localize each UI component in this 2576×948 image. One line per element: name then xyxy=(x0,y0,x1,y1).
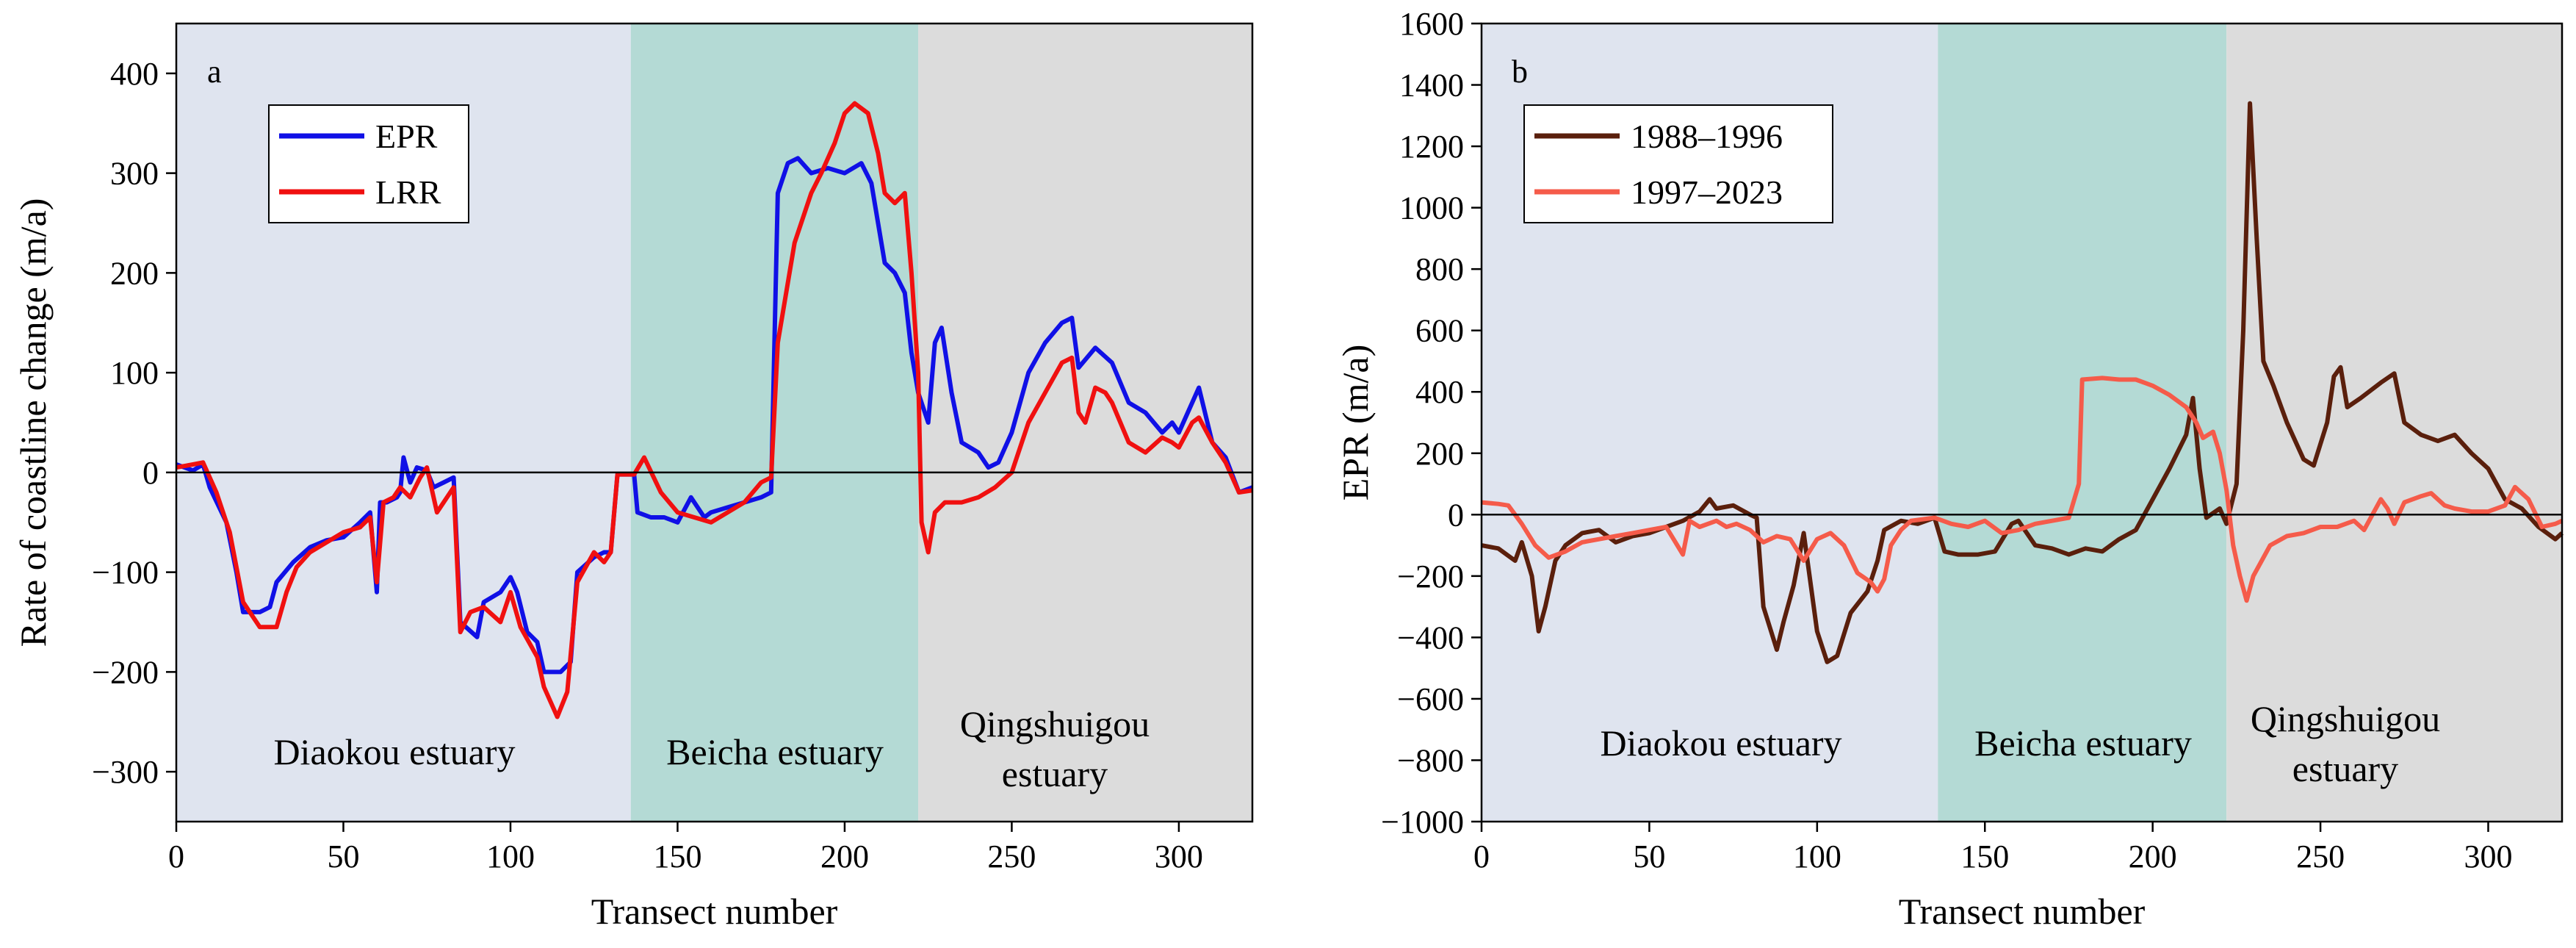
panel-b-region-label-3: estuary xyxy=(2292,748,2398,789)
panel-a-y-tick-label: −100 xyxy=(92,555,159,591)
panel-a-y-tick-label: 100 xyxy=(110,355,159,391)
panel-b-y-tick-label: −600 xyxy=(1397,681,1464,717)
panel-a-label: a xyxy=(207,54,222,90)
panel-b-y-tick-label: −1000 xyxy=(1381,804,1464,840)
panel-b-y-tick-label: −800 xyxy=(1397,742,1464,778)
panel-b-region-label-1: Diaokou estuary xyxy=(1600,722,1841,764)
panel-a-y-tick-label: −300 xyxy=(92,754,159,790)
panel-b-y-tick-label: 600 xyxy=(1415,313,1464,349)
panel-a-series-lines xyxy=(175,101,1254,719)
panel-b-x-tick-label: 50 xyxy=(1633,839,1665,875)
panel-b-y-tick-label: 0 xyxy=(1448,497,1464,533)
panel-b-ticks: 0 50 100 150 200 250 300 −1000 −800 −600 −400 −200 0… xyxy=(1381,6,2512,875)
panel-b-y-tick-label: −200 xyxy=(1397,559,1464,595)
panel-a-y-tick-label: −200 xyxy=(92,654,159,690)
panel-b-series-lines xyxy=(1481,101,2564,664)
panel-a-region-labels: Diaokou estuary Beicha estuary Qingshuigou… xyxy=(273,703,1150,794)
panel-b-x-tick-label: 100 xyxy=(1793,839,1841,875)
panel-a-x-tick-label: 50 xyxy=(327,839,359,875)
panel-b-y-tick-label: 1200 xyxy=(1399,129,1464,165)
panel-b-y-tick-label: 200 xyxy=(1415,436,1464,472)
panel-a-legend: EPR LRR xyxy=(268,104,469,223)
panel-b-region-band-3 xyxy=(2226,24,2562,822)
panel-a-series-line-2 xyxy=(176,101,1253,719)
panel-a-region-label-1: Diaokou estuary xyxy=(273,731,515,772)
panel-a-axes xyxy=(175,22,1254,823)
panel-b-y-axis-title: EPR (m/a) xyxy=(1335,345,1376,500)
panel-a-x-tick-label: 100 xyxy=(486,839,535,875)
panel-b-legend: 1988–1996 1997–2023 xyxy=(1523,104,1833,223)
panel-b-region-label-2: Beicha estuary xyxy=(1974,722,2192,764)
panel-b-y-tick-label: 1400 xyxy=(1399,68,1464,104)
panel-b-region-labels: Diaokou estuary Beicha estuary Qingshuigou… xyxy=(1600,698,2440,789)
panel-b-x-tick-label: 300 xyxy=(2464,839,2512,875)
panel-b-series-line-2 xyxy=(1481,376,2564,603)
panel-b-legend-box xyxy=(1523,104,1833,223)
panel-b-plot-frame xyxy=(1480,22,2564,823)
panel-a-legend-box xyxy=(268,104,469,223)
panel-a-y-tick-label: 200 xyxy=(110,255,159,291)
panel-b-y-tick-label: 400 xyxy=(1415,374,1464,410)
panel-a-plot-frame xyxy=(175,22,1254,823)
panel-b-x-tick-label: 250 xyxy=(2296,839,2345,875)
panel-b-region-label-3: Qingshuigou xyxy=(2251,698,2440,739)
panel-a-legend-label-1: EPR xyxy=(375,118,438,155)
panel-a-series-line-1 xyxy=(175,156,1254,675)
panel-a-region-label-3: estuary xyxy=(1002,753,1108,794)
panel-b-y-tick-label: 800 xyxy=(1415,251,1464,287)
panel-b-x-tick-label: 0 xyxy=(1473,839,1490,875)
panel-a-ticks: 0 50 100 150 200 250 300 −300 −200 −100 0 100 200 300… xyxy=(92,56,1203,875)
panel-a-y-axis-title: Rate of coastline change (m/a) xyxy=(12,198,54,647)
panel-b-label: b xyxy=(1512,54,1528,90)
panel-a-x-tick-label: 0 xyxy=(168,839,184,875)
panel-a-x-tick-label: 300 xyxy=(1155,839,1203,875)
panel-a-legend-label-2: LRR xyxy=(375,173,441,211)
panel-b-y-tick-label: −400 xyxy=(1397,620,1464,656)
panel-a-y-tick-label: 400 xyxy=(110,56,159,92)
panel-a-region-label-2: Beicha estuary xyxy=(666,731,884,772)
panel-b-x-tick-label: 200 xyxy=(2129,839,2177,875)
panel-b-x-tick-label: 150 xyxy=(1960,839,2009,875)
panel-b-y-tick-label: 1600 xyxy=(1399,6,1464,42)
panel-a-x-tick-label: 150 xyxy=(653,839,701,875)
panel-a-y-tick-label: 300 xyxy=(110,156,159,192)
panel-a-chart: 0 50 100 150 200 250 300 −300 −200 −100 0 100 200 300… xyxy=(12,22,1254,932)
panel-a-y-tick-label: 0 xyxy=(142,455,159,491)
panel-b-y-tick-label: 1000 xyxy=(1399,190,1464,226)
panel-b-chart: 0 50 100 150 200 250 300 −1000 −800 −600 −400 −200 0… xyxy=(1335,6,2564,932)
panel-a-x-tick-label: 200 xyxy=(820,839,869,875)
panel-b-x-axis-title: Transect number xyxy=(1899,891,2146,932)
panel-b-axes xyxy=(1480,22,2564,823)
panel-b-legend-label-1: 1988–1996 xyxy=(1631,118,1783,155)
panel-b-legend-label-2: 1997–2023 xyxy=(1631,173,1783,211)
panel-a-region-label-3: Qingshuigou xyxy=(960,703,1150,744)
panel-a-x-tick-label: 250 xyxy=(987,839,1036,875)
panel-a-x-axis-title: Transect number xyxy=(591,891,838,932)
